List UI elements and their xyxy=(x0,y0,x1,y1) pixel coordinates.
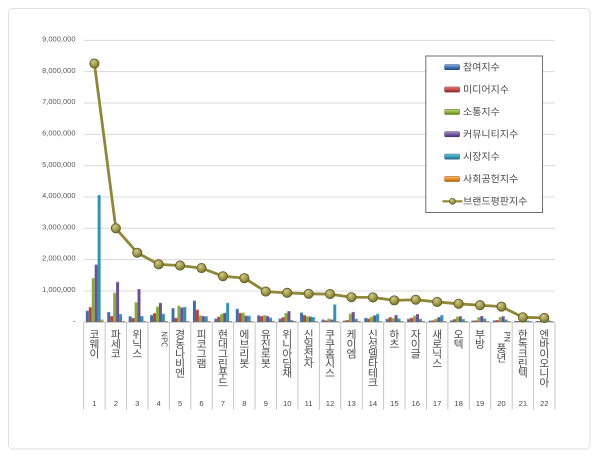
svg-text:19: 19 xyxy=(476,399,485,408)
svg-text:16: 16 xyxy=(411,399,420,408)
svg-text:6,000,000: 6,000,000 xyxy=(42,128,75,137)
svg-text:10: 10 xyxy=(283,399,292,408)
svg-text:21: 21 xyxy=(519,399,528,408)
svg-text:22: 22 xyxy=(540,399,549,408)
svg-text:18: 18 xyxy=(454,399,463,408)
svg-text:1,000,000: 1,000,000 xyxy=(42,285,75,294)
svg-text:3,000,000: 3,000,000 xyxy=(42,222,75,231)
svg-text:2,000,000: 2,000,000 xyxy=(42,254,75,263)
svg-text:-: - xyxy=(73,316,76,325)
svg-text:4: 4 xyxy=(157,399,162,408)
svg-text:7,000,000: 7,000,000 xyxy=(42,97,75,106)
svg-text:17: 17 xyxy=(433,399,442,408)
svg-text:14: 14 xyxy=(369,399,378,408)
svg-text:20: 20 xyxy=(497,399,506,408)
svg-text:2: 2 xyxy=(114,399,118,408)
svg-text:8,000,000: 8,000,000 xyxy=(42,66,75,75)
svg-text:6: 6 xyxy=(199,399,203,408)
svg-text:15: 15 xyxy=(390,399,399,408)
svg-text:3: 3 xyxy=(135,399,139,408)
svg-text:8: 8 xyxy=(242,399,246,408)
svg-text:11: 11 xyxy=(305,399,313,408)
svg-text:4,000,000: 4,000,000 xyxy=(42,191,75,200)
svg-text:9: 9 xyxy=(264,399,268,408)
svg-text:5,000,000: 5,000,000 xyxy=(42,160,75,169)
svg-text:13: 13 xyxy=(347,399,356,408)
svg-text:7: 7 xyxy=(221,399,225,408)
svg-text:1: 1 xyxy=(92,399,96,408)
svg-text:5: 5 xyxy=(178,399,182,408)
svg-text:12: 12 xyxy=(326,399,335,408)
svg-text:9,000,000: 9,000,000 xyxy=(42,34,75,43)
